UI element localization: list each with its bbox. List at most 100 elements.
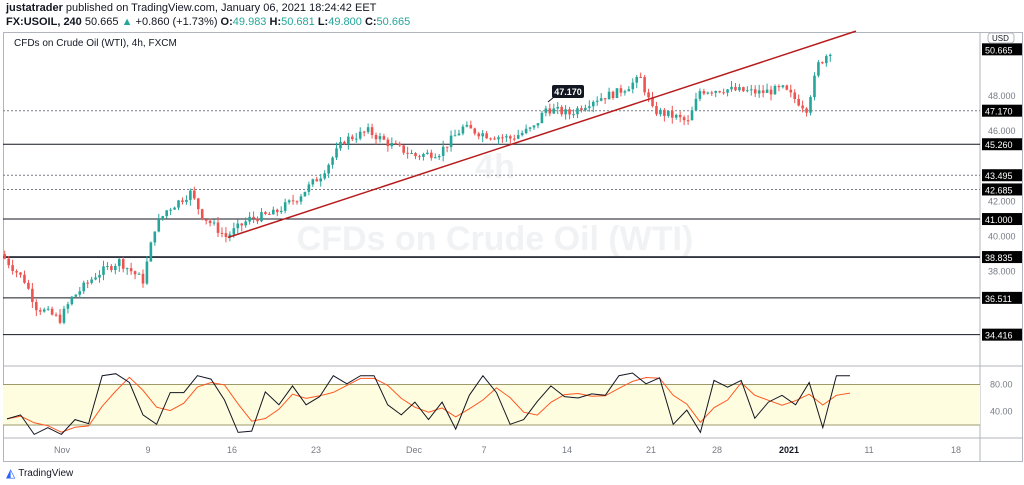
candle-body <box>35 302 38 311</box>
candle-body <box>544 108 548 113</box>
open-value: 49.983 <box>232 16 267 28</box>
candle-body <box>46 308 50 310</box>
candle-body <box>781 85 785 88</box>
candle-body <box>568 109 571 115</box>
candle-body <box>106 266 109 268</box>
candle-body <box>283 202 287 211</box>
candle-body <box>572 114 575 116</box>
trendline <box>227 30 857 239</box>
close-value: 50.665 <box>376 16 411 28</box>
candle-body <box>189 190 192 200</box>
candle-body <box>319 178 323 182</box>
candle-body <box>599 98 603 101</box>
candle-body <box>402 145 405 153</box>
candle-body <box>327 164 330 174</box>
chart-frame[interactable] <box>3 32 1023 462</box>
time-tick: 14 <box>562 445 572 455</box>
candle-body <box>354 138 358 140</box>
candle-body <box>133 271 137 275</box>
candle-body <box>611 91 615 99</box>
candle-body <box>501 137 504 139</box>
candle-body <box>125 268 129 270</box>
candle-body <box>552 108 556 114</box>
candle-body <box>714 91 718 93</box>
candle-body <box>149 242 153 262</box>
candle-body <box>157 219 161 232</box>
candle-body <box>19 272 22 275</box>
candle-body <box>382 136 386 140</box>
candle-body <box>42 309 46 312</box>
time-tick: Dec <box>406 445 423 455</box>
price-change: +0.860 (+1.73%) <box>135 16 218 28</box>
candle-body <box>279 210 283 213</box>
candle-body <box>789 89 793 93</box>
candle-body <box>311 179 315 185</box>
candle-body <box>797 99 800 106</box>
candle-body <box>303 191 307 197</box>
candle-body <box>825 56 828 64</box>
candle-body <box>777 86 781 88</box>
candle-body <box>153 231 157 243</box>
candle-body <box>335 148 338 158</box>
candle-body <box>177 200 180 208</box>
candle-body <box>769 89 773 95</box>
candle-body <box>761 90 765 93</box>
candle-body <box>485 133 488 139</box>
candle-body <box>11 265 14 272</box>
author[interactable]: justatrader <box>6 2 63 14</box>
candle-body <box>351 136 354 140</box>
candle-body <box>165 210 168 217</box>
high-value: 50.681 <box>281 16 315 28</box>
candle-body <box>734 86 737 91</box>
candle-body <box>785 85 789 90</box>
time-tick: 28 <box>712 445 722 455</box>
candle-body <box>813 75 816 98</box>
candle-body <box>663 109 666 116</box>
candle-body <box>556 106 560 109</box>
candle-body <box>291 200 295 202</box>
candle-body <box>722 92 725 94</box>
candle-body <box>505 136 508 138</box>
candle-body <box>224 233 228 237</box>
candle-body <box>647 92 650 98</box>
candle-body <box>58 314 62 323</box>
candle-body <box>607 91 611 100</box>
candle-body <box>196 198 200 210</box>
candle-body <box>232 228 236 235</box>
candle-body <box>268 213 271 215</box>
candle-body <box>38 310 42 312</box>
candle-body <box>200 209 204 220</box>
candle-body <box>528 127 532 129</box>
candle-body <box>114 266 117 271</box>
candle-body <box>757 90 761 94</box>
candle-body <box>532 125 536 128</box>
candle-body <box>102 266 105 275</box>
level-label-bg <box>982 138 1022 151</box>
candle-body <box>398 143 402 146</box>
candle-body <box>121 259 125 269</box>
candle-body <box>98 274 101 278</box>
candle-body <box>362 131 366 133</box>
candle-body <box>584 107 587 111</box>
candle-body <box>686 120 690 122</box>
candle-body <box>509 136 512 139</box>
low-label: L: <box>317 16 329 28</box>
candle-body <box>445 146 449 148</box>
candle-body <box>208 220 212 224</box>
candle-body <box>461 126 465 134</box>
level-label: 41.000 <box>985 215 1013 225</box>
level-label-bg <box>982 328 1022 341</box>
callout-label: 47.170 <box>554 87 582 97</box>
candle-body <box>62 308 66 323</box>
candle-body <box>564 109 567 115</box>
candle-body <box>236 223 240 229</box>
candle-body <box>738 87 741 91</box>
candle-body <box>275 209 279 213</box>
candle-body <box>437 155 441 158</box>
candle-body <box>560 106 563 115</box>
brand-name: TradingView <box>18 467 74 479</box>
tradingview-logo[interactable]: ◭ TradingView <box>6 466 73 480</box>
time-tick: 11 <box>864 445 873 455</box>
candle-body <box>204 219 208 221</box>
